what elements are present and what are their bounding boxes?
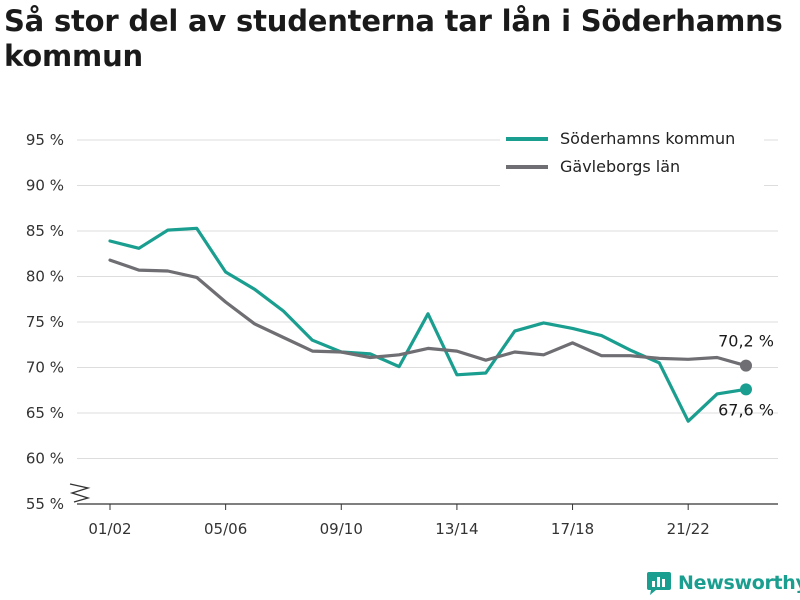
y-tick-label: 95 %: [26, 131, 64, 149]
x-tick-label: 05/06: [204, 520, 247, 538]
series-line: [108, 226, 748, 423]
end-point-marker: [740, 383, 752, 396]
y-tick-label: 85 %: [26, 222, 64, 240]
y-tick-label: 60 %: [26, 450, 64, 468]
y-tick-label: 80 %: [26, 268, 64, 286]
y-tick-label: 90 %: [26, 177, 64, 195]
chart-title: Så stor del av studenterna tar lån i Söd…: [4, 4, 783, 73]
x-tick-label: 13/14: [435, 520, 478, 538]
end-point-marker: [740, 359, 752, 372]
newsworthy-logo-icon: [647, 572, 671, 595]
axes: 55 % 60 % 65 % 70 % 75 % 80 % 85 % 90 % 95 % 01/0…: [26, 131, 778, 538]
x-tick-label: 17/18: [551, 520, 594, 538]
legend-box: [500, 122, 764, 188]
end-value-label: 67,6 %: [718, 400, 774, 419]
legend: Söderhamns kommun Gävleborgs län: [500, 122, 764, 188]
legend-label: Gävleborgs län: [560, 157, 680, 176]
x-tick-label: 01/02: [88, 520, 131, 538]
legend-label: Söderhamns kommun: [560, 129, 735, 148]
y-tick-label: 70 %: [26, 359, 64, 377]
y-tick-label: 55 %: [26, 495, 64, 513]
x-tick-label: 09/10: [320, 520, 363, 538]
brand-name: Newsworthy: [678, 572, 800, 594]
y-tick-label: 75 %: [26, 313, 64, 331]
series-lines: 67,6 % 70,2 %: [108, 226, 774, 423]
newsworthy-brand: Newsworthy: [646, 569, 800, 597]
y-tick-label: 65 %: [26, 404, 64, 422]
series-line: [108, 258, 748, 368]
end-value-label: 70,2 %: [718, 332, 774, 351]
x-tick-label: 21/22: [667, 520, 710, 538]
axis-break-icon: [69, 483, 91, 503]
